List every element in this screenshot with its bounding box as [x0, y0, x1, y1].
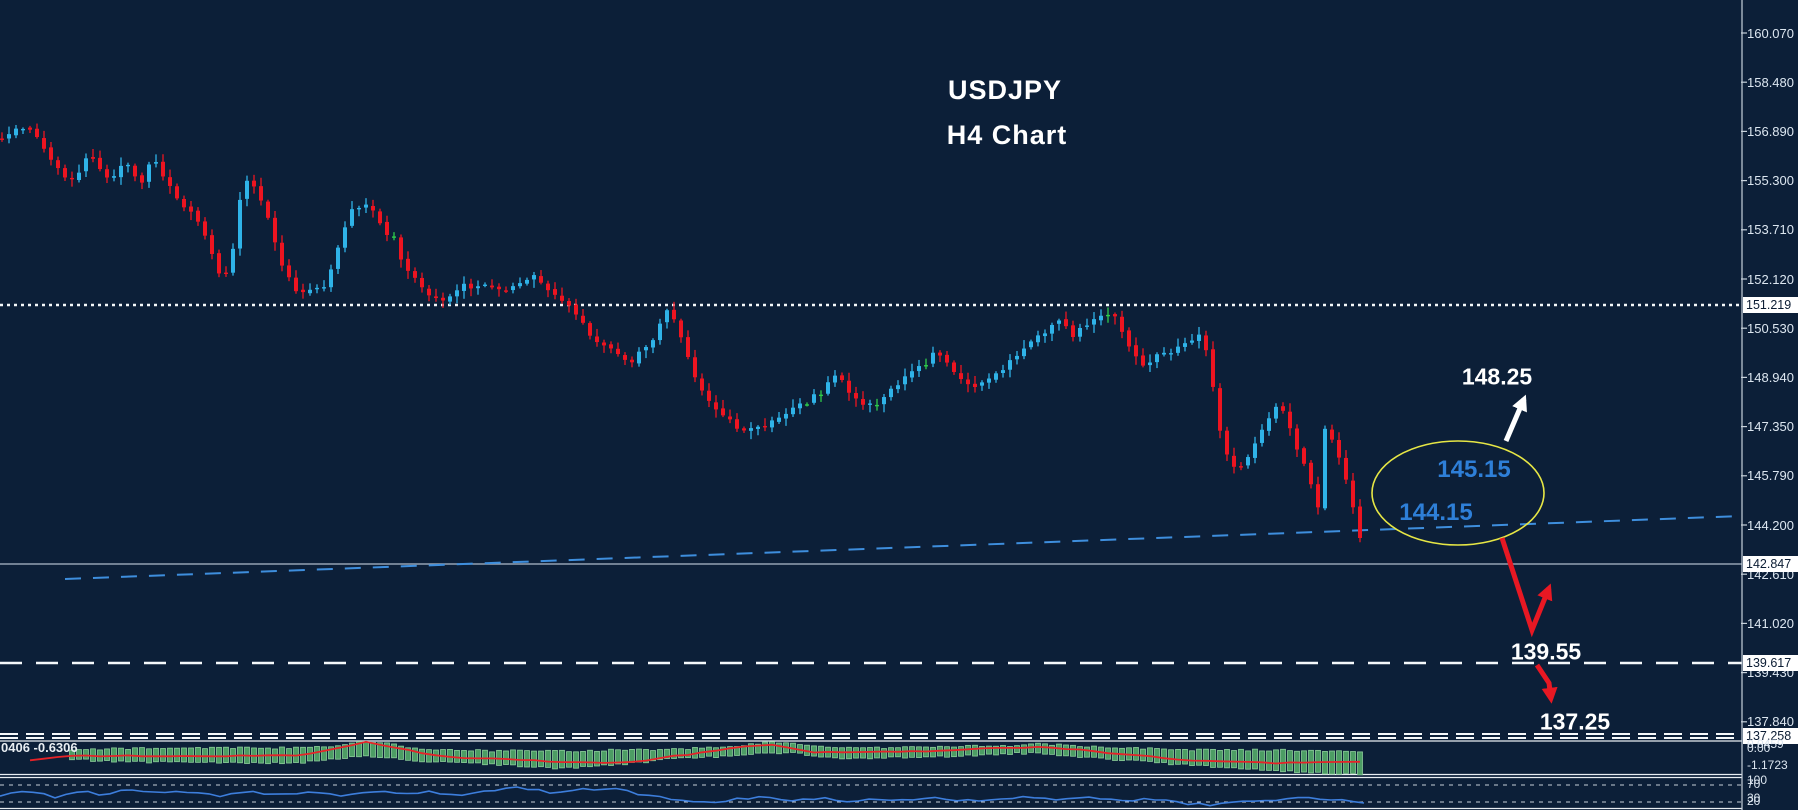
- indicator-scale-label: 30: [1747, 791, 1761, 805]
- axis-tick-label: 148.940: [1747, 369, 1794, 385]
- annotation-zone-lower: 144.15: [1399, 499, 1473, 526]
- indicator-scale-label: 70: [1747, 777, 1761, 791]
- price-level-lines: [0, 303, 1742, 810]
- indicator-scale-label: 20: [1747, 794, 1761, 808]
- axis-tick-label: 155.300: [1747, 173, 1794, 189]
- annotation-down-target-1: 139.55: [1510, 638, 1582, 665]
- candlesticks: [0, 123, 1362, 543]
- axis-lines: [1741, 0, 1747, 810]
- axis-tick-label: 137.840: [1747, 714, 1794, 730]
- annotation-zone-upper: 145.15: [1437, 456, 1511, 483]
- red-bounce-arrow[interactable]: [1499, 537, 1553, 638]
- chart-title-symbol: USDJPY: [947, 75, 1063, 105]
- drawing-objects[interactable]: [1371, 394, 1558, 704]
- indicator-scale-label: 0.0459: [1747, 737, 1784, 751]
- axis-tick-label: 158.480: [1747, 74, 1794, 90]
- trendline[interactable]: [64, 515, 1743, 580]
- chart-title-timeframe: H4 Chart: [946, 120, 1068, 150]
- price-tag: 137.258: [1743, 728, 1798, 744]
- price-tag: 151.219: [1743, 297, 1798, 313]
- annotation-down-target-2: 137.25: [1539, 708, 1611, 735]
- axis-tick-label: 156.890: [1747, 123, 1794, 139]
- macd-value-label: 0406 -0.6306: [1, 740, 78, 755]
- red-down-arrow[interactable]: [1534, 663, 1558, 704]
- axis-tick-label: 145.790: [1747, 468, 1794, 484]
- axis-tick-label: 152.120: [1747, 271, 1794, 287]
- indicator-panels: [0, 740, 1742, 807]
- axis-tick-label: 150.530: [1747, 320, 1794, 336]
- axis-tick-label: 141.020: [1747, 615, 1794, 631]
- indicator-scale-label: -1.1723: [1747, 758, 1788, 772]
- white-up-arrow[interactable]: [1503, 394, 1527, 442]
- axis-tick-label: 144.200: [1747, 517, 1794, 533]
- price-tag: 139.617: [1743, 655, 1798, 671]
- axis-tick-label: 160.070: [1747, 25, 1794, 41]
- annotation-up-target: 148.25: [1461, 363, 1533, 390]
- axis-tick-label: 147.350: [1747, 419, 1794, 435]
- indicator-scale-label: 0.00: [1747, 741, 1771, 755]
- indicator-scale-label: 100: [1747, 773, 1768, 787]
- price-tag: 142.847: [1743, 556, 1798, 572]
- axis-tick-label: 153.710: [1747, 222, 1794, 238]
